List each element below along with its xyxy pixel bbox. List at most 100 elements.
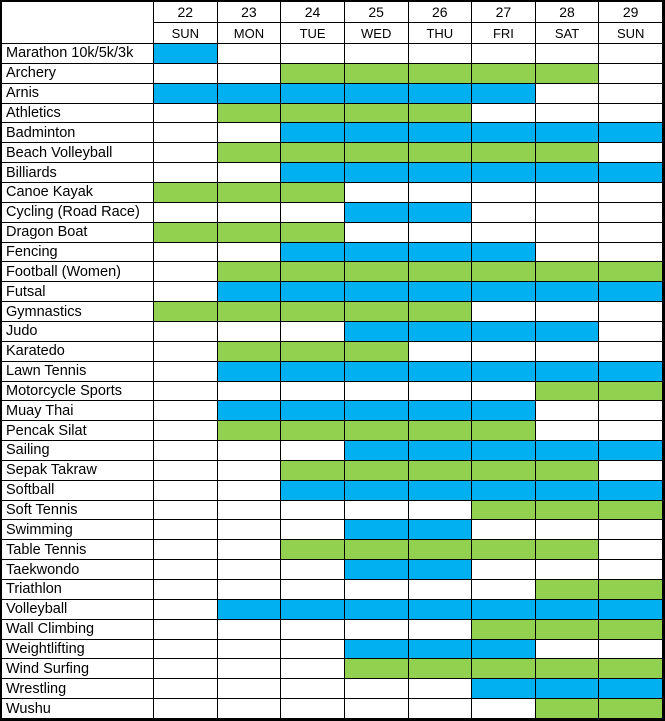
schedule-cell [217, 580, 282, 600]
schedule-cell [344, 381, 409, 402]
schedule-cell [599, 163, 663, 183]
schedule-cell [281, 540, 345, 561]
schedule-cell [344, 500, 409, 521]
schedule-cell [281, 123, 345, 144]
schedule-cell [344, 63, 409, 84]
schedule-cell [408, 321, 473, 342]
schedule-cell [217, 202, 282, 223]
schedule-cell [408, 520, 473, 541]
schedule-cell [154, 699, 218, 719]
schedule-cell [154, 202, 218, 223]
schedule-cell [535, 421, 600, 442]
schedule-cell [154, 44, 218, 64]
schedule-cell [281, 699, 345, 719]
column-date-header: 22 [154, 2, 218, 23]
row-label: Triathlon [2, 580, 154, 600]
schedule-cell [472, 83, 536, 104]
row-label: Dragon Boat [2, 222, 154, 243]
schedule-cell [344, 520, 409, 541]
schedule-cell [281, 520, 345, 541]
column-day-header: THU [408, 23, 473, 44]
row-label: Futsal [2, 282, 154, 303]
schedule-cell [154, 639, 218, 660]
schedule-cell [344, 202, 409, 223]
schedule-cell [154, 580, 218, 600]
row-label: Fencing [2, 242, 154, 263]
schedule-cell [408, 361, 473, 382]
schedule-cell [535, 83, 600, 104]
schedule-cell [535, 361, 600, 382]
schedule-cell [408, 619, 473, 640]
schedule-cell [154, 619, 218, 640]
schedule-cell [281, 302, 345, 322]
schedule-cell [344, 341, 409, 362]
schedule-cell [154, 103, 218, 124]
schedule-cell [154, 341, 218, 362]
schedule-cell [472, 460, 536, 481]
schedule-cell [281, 282, 345, 303]
schedule-cell [472, 599, 536, 620]
schedule-cell [281, 480, 345, 501]
column-day-header: FRI [472, 23, 536, 44]
schedule-cell [217, 83, 282, 104]
row-label: Wushu [2, 699, 154, 719]
schedule-cell [599, 202, 663, 223]
schedule-cell [408, 282, 473, 303]
schedule-cell [154, 242, 218, 263]
schedule-cell [472, 679, 536, 700]
schedule-cell [408, 302, 473, 322]
schedule-cell [154, 182, 218, 203]
schedule-cell [154, 361, 218, 382]
row-label: Soft Tennis [2, 500, 154, 521]
schedule-cell [472, 580, 536, 600]
schedule-cell [599, 222, 663, 243]
schedule-cell [472, 341, 536, 362]
schedule-cell [408, 381, 473, 402]
schedule-cell [472, 321, 536, 342]
schedule-cell [599, 361, 663, 382]
schedule-cell [599, 44, 663, 64]
schedule-cell [217, 401, 282, 422]
schedule-cell [599, 659, 663, 680]
schedule-cell [535, 580, 600, 600]
schedule-cell [408, 103, 473, 124]
schedule-cell [344, 123, 409, 144]
schedule-cell [408, 262, 473, 283]
schedule-cell [217, 381, 282, 402]
column-date-header: 25 [344, 2, 409, 23]
row-label: Weightlifting [2, 639, 154, 660]
schedule-cell [217, 242, 282, 263]
schedule-cell [154, 143, 218, 164]
schedule-cell [217, 182, 282, 203]
row-label: Wrestling [2, 679, 154, 700]
schedule-cell [472, 302, 536, 322]
schedule-cell [281, 460, 345, 481]
schedule-cell [217, 103, 282, 124]
schedule-cell [344, 441, 409, 461]
schedule-cell [599, 341, 663, 362]
row-label: Wall Climbing [2, 619, 154, 640]
schedule-cell [154, 540, 218, 561]
schedule-cell [535, 480, 600, 501]
row-label: Beach Volleyball [2, 143, 154, 164]
schedule-cell [599, 123, 663, 144]
schedule-cell [154, 123, 218, 144]
schedule-cell [535, 282, 600, 303]
schedule-cell [154, 262, 218, 283]
schedule-cell [344, 302, 409, 322]
schedule-cell [281, 163, 345, 183]
schedule-cell [472, 222, 536, 243]
row-label: Football (Women) [2, 262, 154, 283]
schedule-cell [281, 341, 345, 362]
schedule-cell [535, 202, 600, 223]
row-label: Archery [2, 63, 154, 84]
schedule-cell [344, 242, 409, 263]
schedule-cell [344, 143, 409, 164]
schedule-cell [535, 520, 600, 541]
schedule-cell [472, 282, 536, 303]
schedule-cell [472, 659, 536, 680]
schedule-cell [281, 242, 345, 263]
schedule-cell [344, 619, 409, 640]
row-label: Arnis [2, 83, 154, 104]
row-label: Billiards [2, 163, 154, 183]
